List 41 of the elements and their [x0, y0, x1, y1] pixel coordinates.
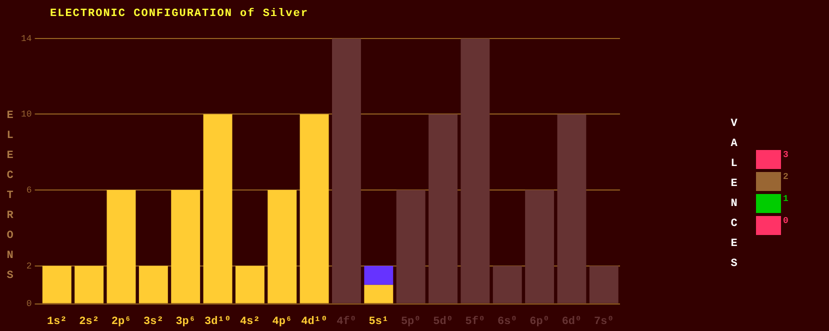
bar	[364, 284, 394, 304]
bar	[42, 266, 72, 304]
x-tick-label: 3p⁶	[176, 316, 196, 328]
bar	[589, 266, 618, 304]
y-tick-label: 14	[20, 34, 32, 44]
y-tick-label: 6	[26, 185, 32, 196]
x-tick-label: 1s²	[46, 316, 67, 328]
text: ELECTRONS	[6, 110, 14, 282]
bar	[460, 38, 490, 304]
x-tick-label: 3d¹⁰	[204, 315, 231, 328]
y-tick-label: 0	[26, 299, 32, 310]
x-tick-label: 2p⁶	[111, 316, 132, 328]
x-tick-label: 2s²	[79, 316, 99, 328]
bar	[171, 190, 200, 304]
bar	[300, 114, 329, 304]
legend-label: 1	[783, 194, 788, 204]
bar	[525, 190, 554, 304]
bar	[428, 114, 458, 304]
x-tick-label: 4d¹⁰	[301, 315, 328, 328]
bar	[74, 266, 104, 304]
x-tick-label: 4s²	[240, 316, 260, 328]
bar	[235, 266, 264, 304]
bar	[557, 114, 586, 304]
bar	[332, 38, 361, 304]
legend-title: VALENCES	[730, 117, 738, 272]
bar	[138, 266, 168, 304]
x-tick-label: 5s¹	[368, 316, 389, 328]
legend-label: 3	[783, 150, 788, 160]
bar	[364, 266, 394, 285]
y-tick-label: 10	[20, 110, 32, 120]
bar	[268, 190, 297, 304]
x-tick-label: 4p⁶	[272, 316, 292, 328]
bar	[492, 266, 522, 304]
legend-label: 2	[783, 172, 788, 182]
bar	[203, 114, 232, 304]
y-tick-label: 2	[26, 261, 32, 272]
legend-label: 0	[783, 216, 788, 226]
x-tick-label: 3s²	[144, 316, 164, 328]
chart-title: ELECTRONIC CONFIGURATION of Silver	[50, 8, 308, 20]
bar	[396, 190, 426, 304]
bar	[106, 190, 136, 304]
